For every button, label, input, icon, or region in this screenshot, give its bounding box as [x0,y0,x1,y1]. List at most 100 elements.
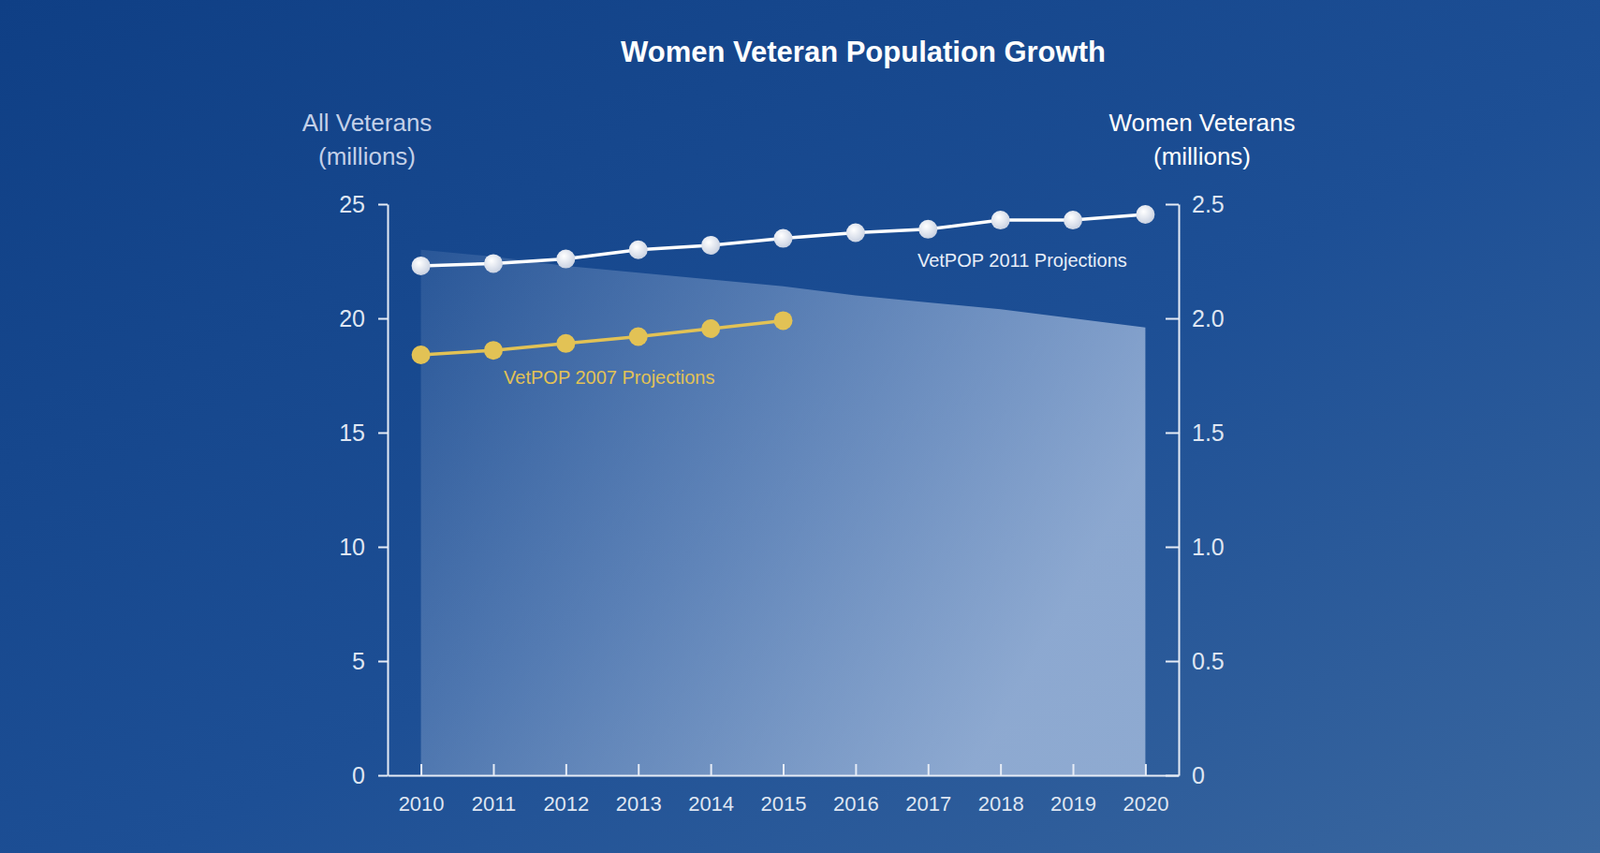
y2-tick: 2.5 [1165,190,1225,218]
y2-tick: 0.5 [1165,647,1225,675]
x-tick-label: 2016 [833,792,880,816]
x-tick: 2020 [1122,763,1169,816]
line [421,320,784,355]
y2-axis: 0 0.5 1.0 1.5 2.0 2.5 [1165,190,1225,789]
x-tick-label: 2011 [471,792,516,816]
marker [846,223,866,243]
x-tick: 2012 [543,763,589,816]
marker [411,345,431,365]
y2-tick-label: 1.5 [1191,419,1225,446]
y-tick: 15 [338,419,388,446]
marker [1063,210,1083,230]
y-tick: 20 [338,305,388,332]
x-tick-label: 2013 [616,792,662,816]
x-tick-label: 2017 [905,792,952,816]
marker [411,256,431,276]
y-tick-mark [378,318,388,321]
x-tick-label: 2012 [543,792,589,816]
marker [556,334,575,353]
y-tick-mark [378,660,388,663]
marker [629,327,648,347]
y-tick-mark [378,432,388,435]
y-tick: 10 [338,533,388,560]
marker [701,319,720,338]
chart: Women Veteran Population Growth All Veter… [0,0,1600,853]
marker [991,210,1011,230]
y-tick-label: 15 [338,419,366,446]
x-tick-mark [927,763,930,776]
marker [918,220,938,239]
y-tick-label: 10 [338,533,366,560]
y-tick-label: 25 [338,190,366,218]
marker [556,249,575,269]
x-tick-mark [1072,763,1075,776]
y2-tick-mark [1165,432,1179,435]
y-tick-label: 20 [338,305,366,332]
x-tick: 2018 [978,763,1025,816]
area [421,249,1146,776]
title: Women Veteran Population Growth [620,35,1106,69]
x-tick-mark [999,763,1002,776]
marker [774,229,793,249]
y2-tick: 1.0 [1165,533,1225,560]
x-tick: 2013 [616,763,662,816]
y2-axis-title: Women Veterans(millions) [1109,108,1296,171]
axis-line [1178,205,1181,777]
background [0,0,1600,853]
plot-area [411,205,1156,776]
marker [774,310,793,330]
y-tick: 0 [352,762,388,789]
x-tick: 2014 [688,763,734,816]
marker [484,253,503,273]
x-tick-mark [1144,763,1147,776]
x-tick-label: 2018 [978,792,1025,816]
y-tick: 5 [352,647,388,675]
x-tick-label: 2010 [398,792,445,816]
x-tick: 2019 [1050,763,1097,816]
x-tick-mark [420,763,423,776]
y2-tick: 0 [1165,762,1205,789]
x-tick-mark [782,763,785,776]
y2-tick-mark [1165,546,1179,549]
marker [484,340,503,360]
y-tick-label: 5 [352,647,366,675]
x-tick-label: 2020 [1122,792,1169,816]
y-tick: 25 [338,190,388,218]
y-axis-title: All Veterans(millions) [302,108,433,171]
axis-line [387,205,390,777]
x-tick-mark [854,763,857,776]
y2-tick-mark [1165,660,1179,663]
x-tick-label: 2019 [1050,792,1097,816]
y2-tick-mark [1165,775,1179,778]
y2-tick-label: 0.5 [1191,647,1225,675]
y2-tick-mark [1165,318,1179,321]
marker [701,235,720,255]
x-tick-mark [710,763,713,776]
series-label: VetPOP 2007 Projections [503,366,715,388]
y-tick-label: 0 [352,762,366,789]
y-tick-mark [378,204,388,206]
x-tick: 2017 [905,763,952,816]
y-tick-mark [378,775,388,778]
x-tick-mark [492,763,495,776]
y2-tick-label: 2.5 [1191,190,1225,218]
series-label: VetPOP 2011 Projections [917,249,1128,271]
series-labels: VetPOP 2011 Projections VetPOP 2007 Proje… [503,249,1128,387]
y-tick-mark [378,546,388,549]
y2-tick: 2.0 [1165,305,1225,332]
y2-tick-mark [1165,204,1179,206]
y2-tick: 1.5 [1165,419,1225,446]
x-tick-label: 2015 [761,792,808,816]
y2-tick-label: 1.0 [1191,533,1225,560]
x-tick: 2011 [471,763,516,816]
x-tick: 2016 [833,763,880,816]
x-axis: 2010 2011 2012 2013 2014 2015 2016 2017 2018 2019… [388,763,1180,816]
x-tick-label: 2014 [688,792,734,816]
x-tick-mark [565,763,568,776]
x-tick: 2010 [398,763,445,816]
marker [1135,205,1155,224]
y-axis: 0 5 10 15 20 25 [338,190,388,789]
y2-tick-label: 0 [1191,762,1205,789]
x-tick-mark [637,763,640,776]
x-tick: 2015 [761,763,808,816]
